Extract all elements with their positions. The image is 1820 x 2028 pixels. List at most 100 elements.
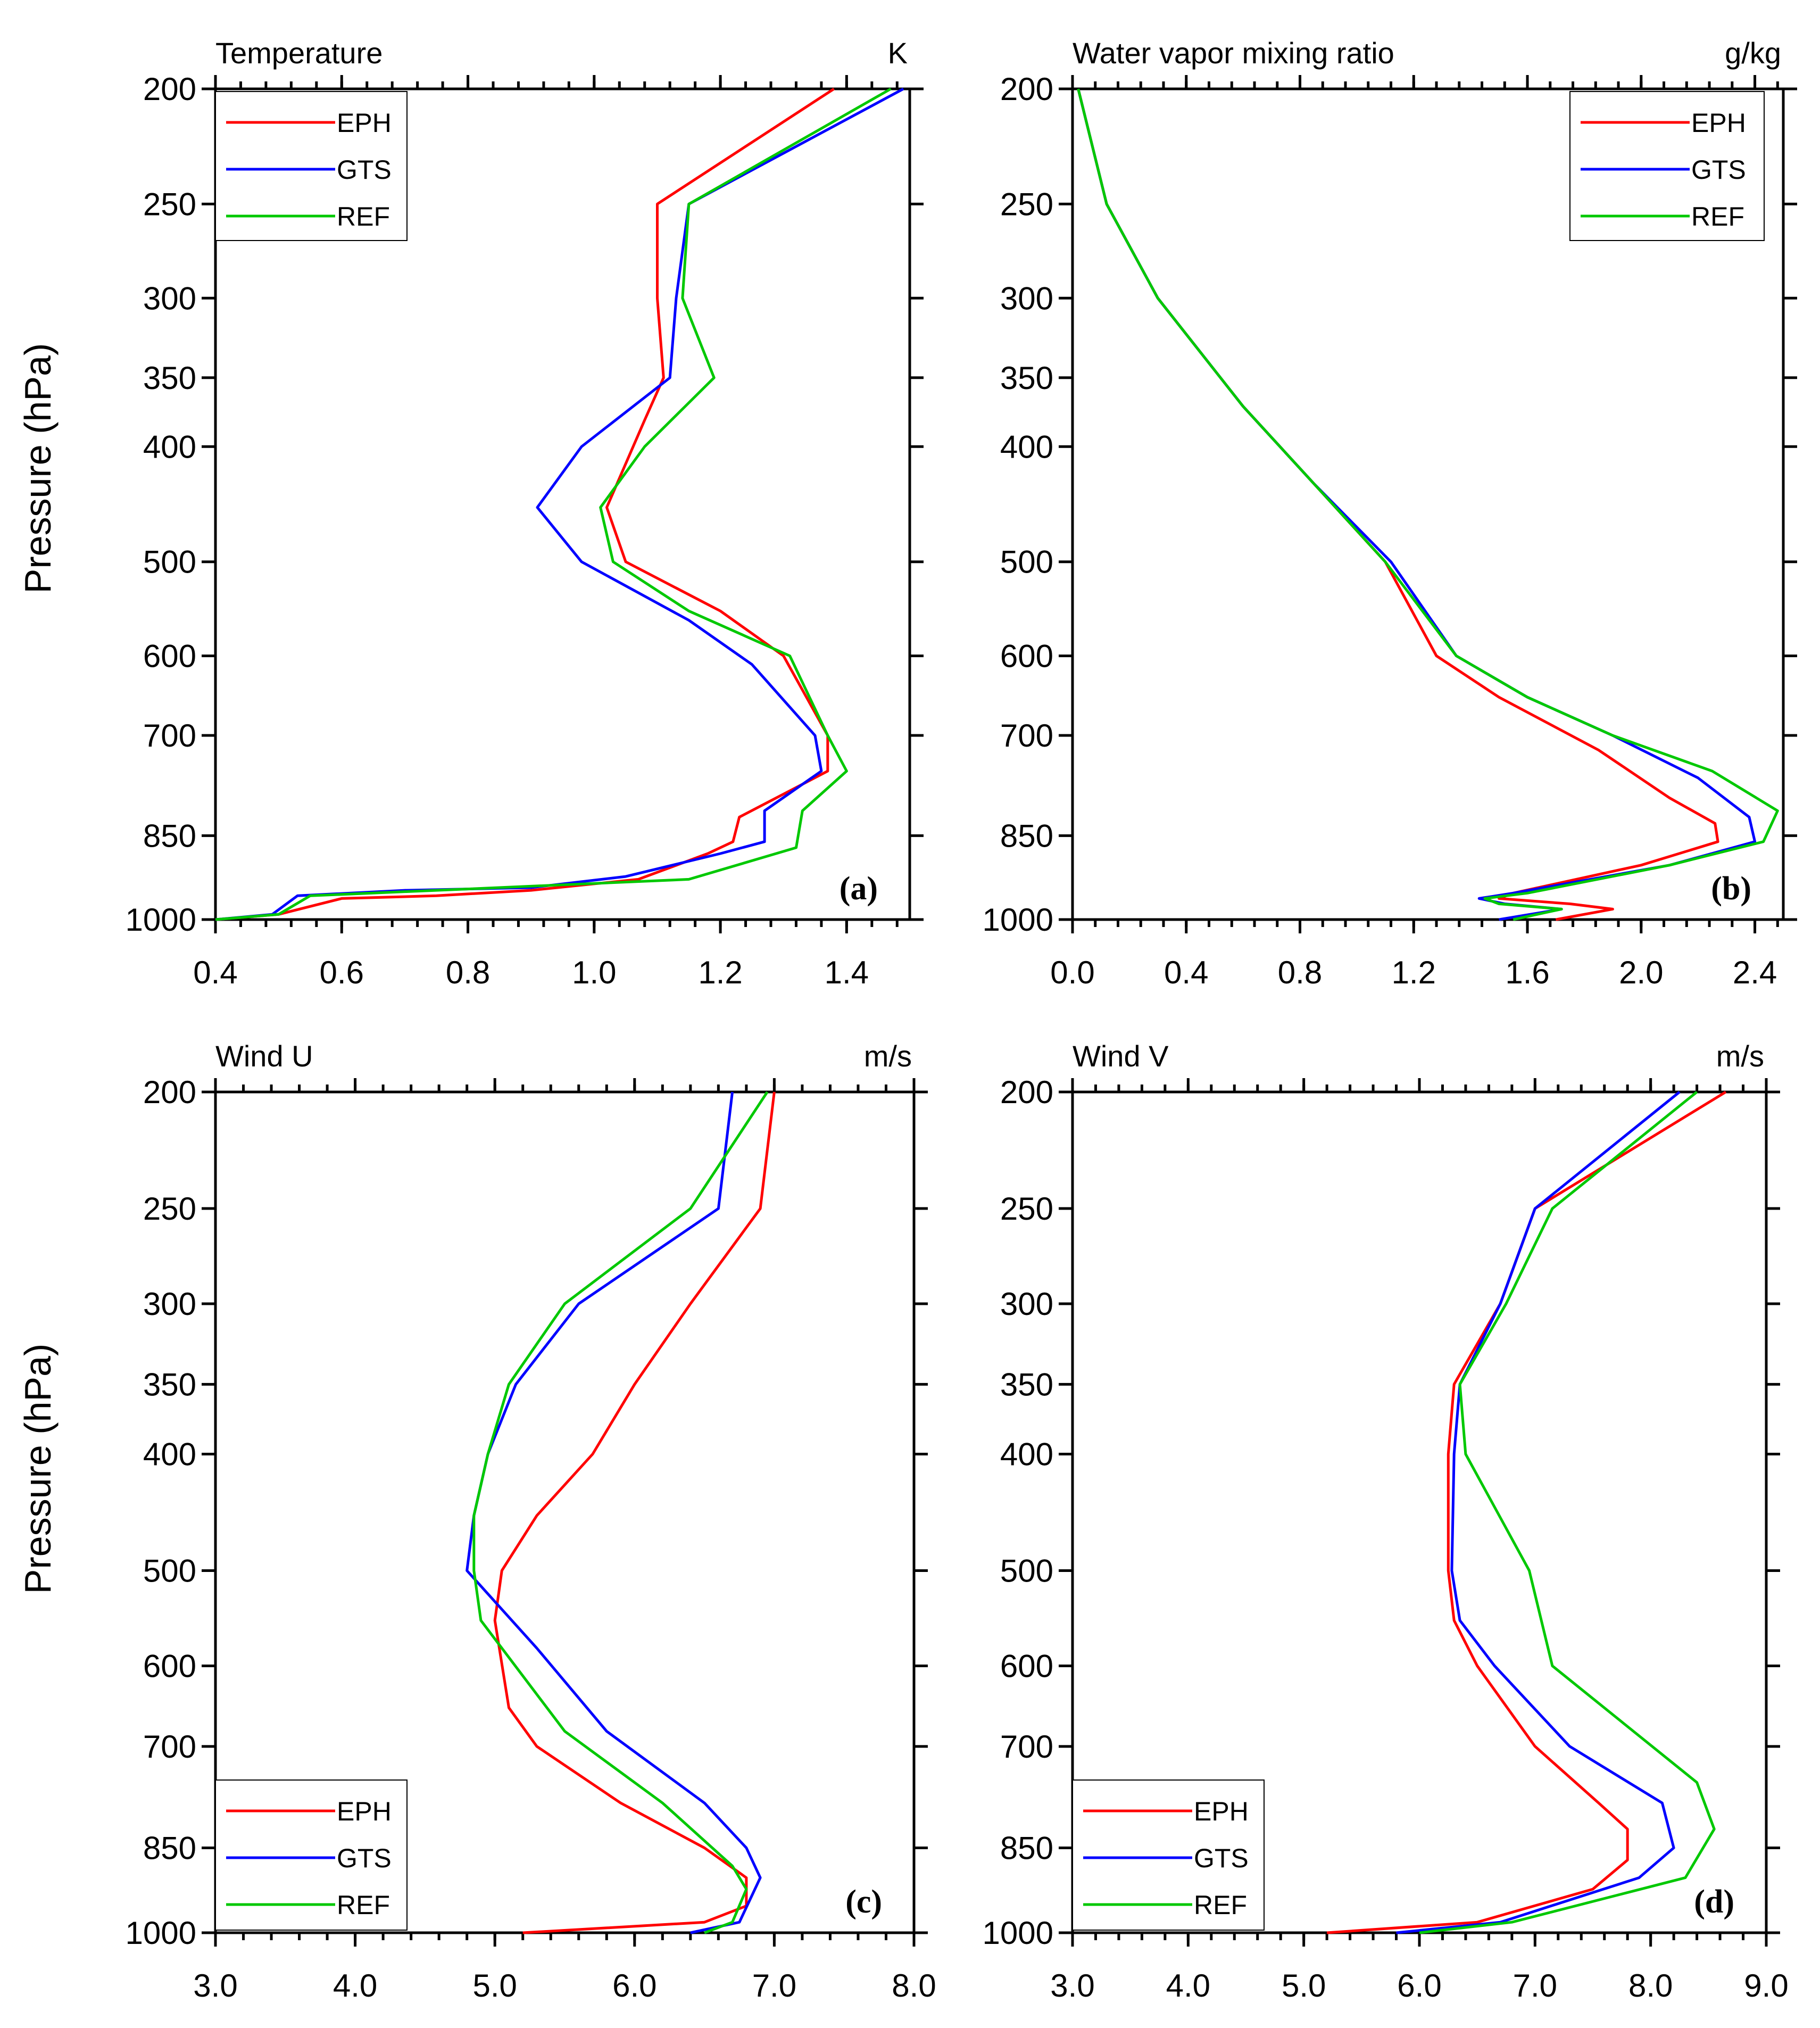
panel-unit: m/s	[1716, 1039, 1764, 1073]
series-line-eph	[1326, 1090, 1727, 1934]
x-tick-label: 9.0	[1744, 1968, 1788, 2004]
y-tick-label: 600	[143, 639, 196, 674]
y-tick-label: 250	[143, 186, 196, 222]
y-tick-label: 200	[1000, 71, 1053, 107]
panel-title: Wind U	[215, 1039, 313, 1073]
y-tick-label: 250	[143, 1191, 196, 1227]
y-tick-label: 400	[1000, 429, 1053, 465]
x-tick-label: 5.0	[472, 1968, 517, 2004]
y-axis-label-bottom: Pressure (hPa)	[17, 1344, 59, 1594]
y-tick-label: 350	[143, 360, 196, 396]
legend-label: EPH	[1691, 108, 1746, 138]
y-tick-label: 850	[1000, 1830, 1053, 1866]
legend-label: GTS	[1194, 1843, 1249, 1873]
y-tick-label: 350	[143, 1367, 196, 1402]
legend-label: REF	[337, 202, 390, 231]
panel-tag: (d)	[1694, 1884, 1734, 1920]
y-tick-label: 600	[1000, 639, 1053, 674]
y-tick-label: 300	[1000, 280, 1053, 316]
y-tick-label: 700	[1000, 1729, 1053, 1765]
wind-u-panel: Wind U m/s 3.0 4.0 5.0 6.0 7.0 8.0 200 250 300 350 4…	[126, 1039, 936, 2004]
y-tick-label: 850	[1000, 818, 1053, 854]
y-tick-label: 700	[1000, 718, 1053, 754]
y-tick-label: 250	[1000, 1191, 1053, 1227]
plot-frame	[1071, 87, 1785, 921]
legend-label: GTS	[1691, 155, 1746, 185]
legend-label: GTS	[337, 1843, 392, 1873]
x-tick-label: 3.0	[1050, 1968, 1094, 2004]
series-line-ref	[1419, 1091, 1716, 1934]
y-tick-label: 300	[143, 280, 196, 316]
x-tick-label: 0.6	[320, 955, 364, 990]
legend-label: REF	[337, 1890, 390, 1920]
legend-label: EPH	[1194, 1797, 1249, 1826]
x-tick-label: 3.0	[193, 1968, 237, 2004]
legend-label: REF	[1194, 1890, 1247, 1920]
y-tick-label: 850	[143, 818, 196, 854]
series-line-gts	[1396, 1091, 1681, 1934]
y-tick-label: 700	[143, 1729, 196, 1765]
y-axis-label-top: Pressure (hPa)	[17, 343, 59, 594]
water-vapor-panel: Water vapor mixing ratio g/kg 0.0 0.4 0.8 1.2…	[983, 36, 1797, 990]
legend-label: REF	[1691, 202, 1744, 231]
y-tick-label: 350	[1000, 360, 1053, 396]
x-tick-label: 4.0	[333, 1968, 377, 2004]
y-tick-label: 300	[1000, 1286, 1053, 1322]
legend-label: EPH	[337, 108, 392, 138]
y-tick-label: 500	[143, 1553, 196, 1589]
x-tick-label: 5.0	[1282, 1968, 1326, 2004]
panel-title: Temperature	[215, 36, 383, 70]
x-tick-label: 4.0	[1166, 1968, 1210, 2004]
x-tick-label: 6.0	[612, 1968, 656, 2004]
x-tick-label: 0.4	[193, 955, 237, 990]
plot-frame	[214, 87, 911, 921]
x-tick-label: 2.0	[1619, 955, 1663, 990]
y-tick-label: 250	[1000, 186, 1053, 222]
y-tick-label: 700	[143, 718, 196, 754]
y-tick-label: 600	[1000, 1649, 1053, 1684]
legend-label: GTS	[337, 155, 392, 185]
y-tick-label: 1000	[126, 902, 196, 938]
x-tick-label: 1.0	[572, 955, 616, 990]
x-tick-label: 6.0	[1397, 1968, 1441, 2004]
x-tick-label: 7.0	[752, 1968, 796, 2004]
y-tick-label: 200	[143, 1074, 196, 1110]
x-tick-label: 0.4	[1164, 955, 1208, 990]
x-tick-label: 0.8	[1278, 955, 1322, 990]
panel-tag: (a)	[840, 871, 878, 907]
plot-frame	[214, 1090, 916, 1934]
x-tick-label: 8.0	[892, 1968, 936, 2004]
y-tick-label: 500	[1000, 1553, 1053, 1589]
series-line-gts	[466, 1091, 762, 1934]
series-line-eph	[493, 1091, 776, 1934]
panel-unit: g/kg	[1725, 36, 1781, 70]
legend-label: EPH	[337, 1797, 392, 1826]
wind-v-panel: Wind V m/s 3.0 4.0 5.0 6.0 7.0 8.0 9.0 200 250 300 3…	[983, 1039, 1789, 2004]
panel-unit: m/s	[864, 1039, 912, 1073]
y-tick-label: 850	[143, 1830, 196, 1866]
panel-title: Water vapor mixing ratio	[1073, 36, 1394, 70]
panel-tag: (c)	[845, 1884, 882, 1920]
x-tick-label: 8.0	[1628, 1968, 1673, 2004]
x-tick-label: 1.4	[825, 955, 869, 990]
x-tick-label: 2.4	[1733, 955, 1777, 990]
panel-tag: (b)	[1711, 871, 1751, 907]
x-tick-label: 1.2	[1392, 955, 1436, 990]
x-tick-label: 0.8	[446, 955, 490, 990]
temperature-panel: Temperature K 0.4 0.6 0.8 1.0 1.2 1.4 200 250 300 3…	[126, 36, 924, 990]
y-tick-label: 200	[1000, 1074, 1053, 1110]
y-tick-label: 500	[1000, 544, 1053, 580]
series-line-ref	[215, 87, 892, 921]
y-tick-label: 400	[143, 429, 196, 465]
x-tick-label: 0.0	[1050, 955, 1094, 990]
y-tick-label: 600	[143, 1649, 196, 1684]
y-tick-label: 400	[1000, 1436, 1053, 1472]
x-tick-label: 1.2	[698, 955, 742, 990]
x-tick-label: 1.6	[1505, 955, 1549, 990]
y-tick-label: 200	[143, 71, 196, 107]
series-line-ref	[472, 1091, 769, 1934]
y-tick-label: 400	[143, 1436, 196, 1472]
y-tick-label: 500	[143, 544, 196, 580]
y-tick-label: 350	[1000, 1367, 1053, 1402]
